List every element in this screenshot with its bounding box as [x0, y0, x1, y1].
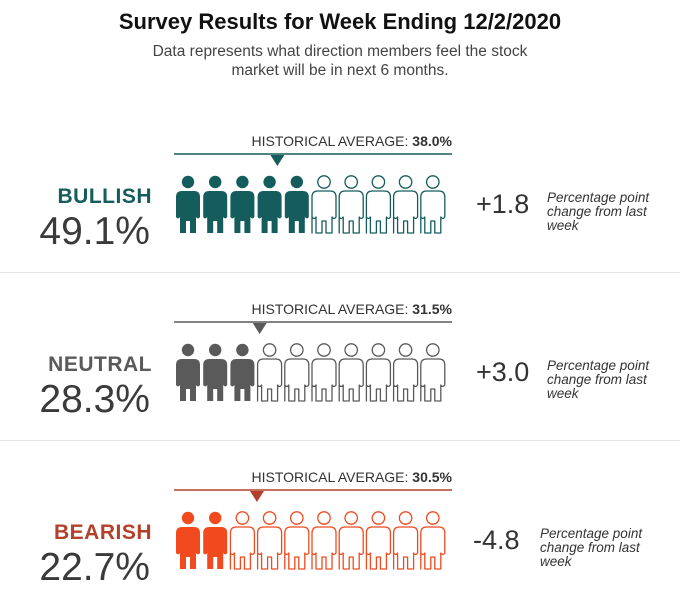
person-icon-empty	[311, 175, 337, 234]
person-icon-filled	[257, 175, 282, 233]
person-icon-empty	[284, 343, 310, 402]
person-icon-empty	[284, 511, 310, 570]
section-neutral: HISTORICAL AVERAGE: 31.5% NEUTRAL 28.3% +3.…	[0, 280, 680, 448]
weekly-change-value: +3.0	[476, 357, 530, 387]
weekly-change-value: -4.8	[473, 525, 520, 555]
sentiment-percent: 49.1%	[39, 210, 150, 253]
historical-average-value: 30.5%	[412, 469, 452, 485]
person-icon-empty	[392, 511, 419, 570]
person-icon-empty	[256, 343, 283, 402]
person-icon-empty	[256, 511, 283, 570]
historical-average-marker	[270, 155, 285, 166]
pictograph-svg	[174, 489, 452, 570]
sentiment-label: NEUTRAL	[48, 353, 152, 376]
person-icon-filled	[176, 175, 200, 233]
person-icon-filled	[284, 175, 309, 233]
weekly-change-note: Percentage point change from last week	[540, 526, 643, 569]
person-icon-empty	[311, 343, 337, 402]
person-icon-empty	[420, 175, 446, 234]
person-icon-empty	[229, 511, 256, 570]
pictograph-svg	[174, 153, 452, 234]
sentiment-percent: 28.3%	[39, 378, 150, 421]
sentiment-label: BEARISH	[53, 521, 152, 544]
person-icon-filled	[176, 511, 200, 569]
person-icon-filled	[203, 343, 228, 401]
historical-average-prefix: HISTORICAL AVERAGE:	[251, 133, 413, 149]
sentiment-percent: 22.7%	[39, 546, 150, 589]
section-divider	[0, 440, 680, 441]
historical-average-label: HISTORICAL AVERAGE: 31.5%	[180, 301, 453, 317]
historical-average-label: HISTORICAL AVERAGE: 30.5%	[180, 469, 453, 485]
historical-average-value: 38.0%	[412, 133, 452, 149]
person-icon-filled	[203, 175, 228, 233]
person-icon-empty	[365, 175, 392, 234]
person-icon-empty	[420, 511, 446, 570]
person-icon-empty	[392, 175, 419, 234]
chart-title: Survey Results for Week Ending 12/2/2020	[118, 9, 562, 34]
chart-subtitle: Data represents what direction members f…	[152, 43, 528, 79]
historical-average-marker	[252, 323, 267, 334]
person-icon-empty	[338, 511, 364, 570]
person-icon-filled	[230, 343, 255, 401]
historical-average-label: HISTORICAL AVERAGE: 38.0%	[180, 133, 453, 149]
weekly-change-value: +1.8	[476, 189, 530, 219]
person-icon-empty	[392, 343, 419, 402]
weekly-change-note: Percentage point change from last week	[547, 358, 650, 401]
sentiment-label: BULLISH	[57, 185, 152, 208]
section-bearish: HISTORICAL AVERAGE: 30.5% BEARISH 22.7% -4.…	[0, 448, 680, 616]
historical-average-prefix: HISTORICAL AVERAGE:	[251, 301, 413, 317]
person-icon-empty	[420, 343, 446, 402]
person-icon-empty	[365, 343, 392, 402]
historical-average-marker	[249, 491, 264, 502]
person-icon-empty	[338, 175, 364, 234]
person-icon-empty	[338, 343, 364, 402]
person-icon-filled	[230, 175, 255, 233]
person-icon-empty	[365, 511, 392, 570]
weekly-change-note: Percentage point change from last week	[547, 190, 650, 233]
person-icon-filled	[176, 343, 200, 401]
historical-average-prefix: HISTORICAL AVERAGE:	[251, 469, 413, 485]
section-bullish: HISTORICAL AVERAGE: 38.0% BULLISH 49.1% +1.…	[0, 112, 680, 280]
pictograph-svg	[174, 321, 452, 402]
person-icon-filled	[203, 511, 228, 569]
historical-average-value: 31.5%	[412, 301, 452, 317]
section-divider	[0, 272, 680, 273]
person-icon-empty	[311, 511, 337, 570]
